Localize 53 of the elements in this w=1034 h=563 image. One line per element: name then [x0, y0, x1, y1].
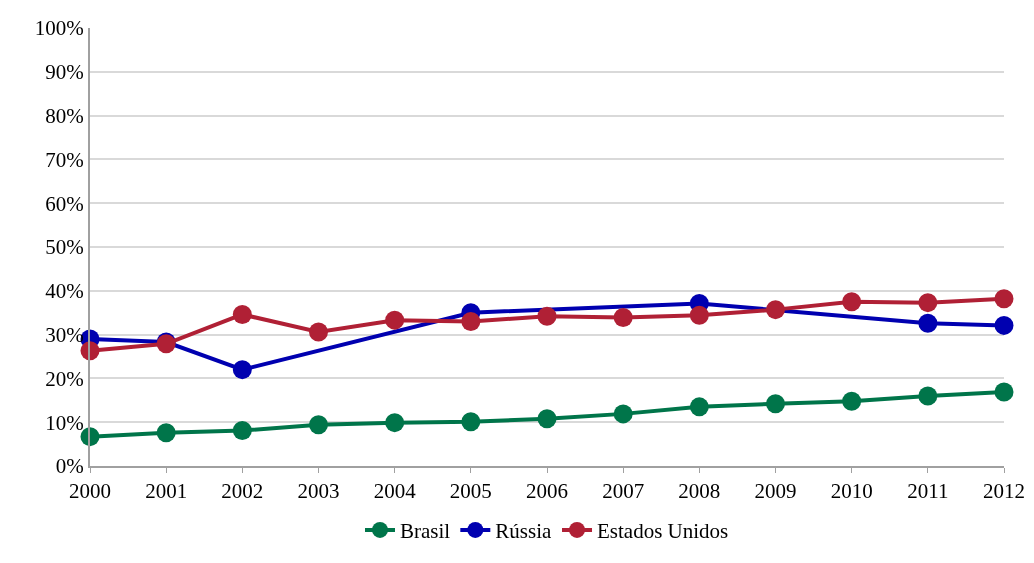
point: [766, 300, 785, 320]
point: [537, 409, 557, 429]
y-tick-label: 40%: [45, 279, 84, 304]
point: [232, 304, 252, 324]
point: [613, 404, 633, 424]
y-tick-label: 80%: [45, 103, 84, 128]
point: [689, 397, 709, 417]
point: [309, 415, 328, 435]
point: [842, 292, 862, 312]
x-tick-label: 2008: [678, 479, 721, 504]
y-tick-label: 60%: [45, 191, 84, 216]
point: [766, 394, 785, 414]
legend-label: Rússia: [495, 519, 553, 544]
y-tick-label: 30%: [45, 322, 84, 347]
y-tick-label: 70%: [45, 147, 84, 172]
y-tick-label: 10%: [45, 410, 84, 435]
x-tick-label: 2003: [297, 479, 340, 504]
point: [689, 305, 709, 325]
x-tick-label: 2009: [754, 479, 797, 504]
x-tick-label: 2012: [983, 479, 1025, 504]
x-tick-label: 2007: [602, 479, 645, 504]
point: [994, 382, 1014, 402]
x-tick-label: 2010: [830, 479, 873, 504]
point: [385, 413, 405, 433]
y-tick-label: 50%: [45, 235, 84, 260]
x-tick-label: 2002: [221, 479, 264, 504]
point: [232, 360, 252, 380]
point: [613, 308, 633, 328]
x-tick-label: 2004: [373, 479, 417, 504]
point: [918, 293, 938, 313]
y-tick-label: 0%: [55, 454, 84, 479]
point: [461, 412, 481, 432]
point: [461, 311, 481, 331]
y-tick-label: 90%: [45, 60, 84, 85]
point: [385, 310, 405, 330]
point: [994, 289, 1014, 309]
y-tick-label: 20%: [45, 366, 84, 391]
x-tick-label: 2006: [526, 479, 568, 504]
x-tick-label: 2005: [449, 479, 492, 504]
point: [537, 306, 557, 326]
y-tick-label: 100%: [34, 16, 84, 41]
x-tick-label: 2001: [145, 479, 188, 504]
legend-label: Brasil: [400, 519, 451, 544]
legend-label: Estados Unidos: [597, 519, 729, 544]
point: [842, 391, 862, 411]
point: [309, 322, 328, 342]
point: [232, 421, 252, 441]
x-tick-label: 2000: [69, 479, 111, 504]
point: [918, 386, 938, 406]
point: [994, 315, 1014, 335]
x-tick-label: 2011: [907, 479, 949, 504]
point: [156, 423, 176, 443]
point: [918, 313, 938, 333]
